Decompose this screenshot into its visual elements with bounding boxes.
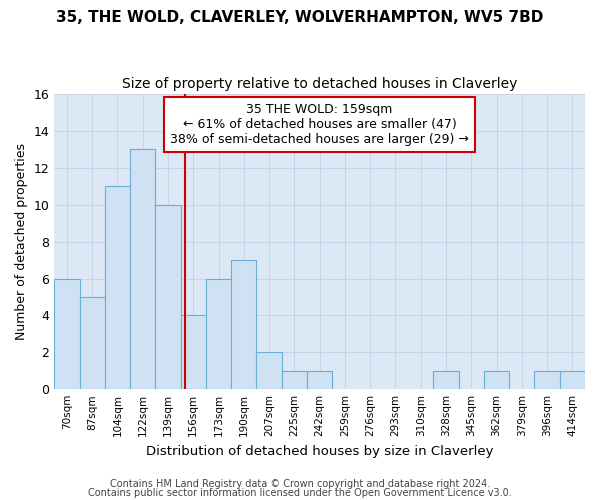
Text: 35 THE WOLD: 159sqm
← 61% of detached houses are smaller (47)
38% of semi-detach: 35 THE WOLD: 159sqm ← 61% of detached ho…: [170, 103, 469, 146]
Bar: [155, 204, 181, 389]
Bar: [206, 278, 231, 389]
Y-axis label: Number of detached properties: Number of detached properties: [15, 143, 28, 340]
Bar: [256, 352, 282, 389]
Bar: [130, 150, 155, 389]
Bar: [54, 278, 80, 389]
Bar: [535, 370, 560, 389]
Bar: [484, 370, 509, 389]
Text: 35, THE WOLD, CLAVERLEY, WOLVERHAMPTON, WV5 7BD: 35, THE WOLD, CLAVERLEY, WOLVERHAMPTON, …: [56, 10, 544, 25]
Bar: [105, 186, 130, 389]
Bar: [282, 370, 307, 389]
Bar: [80, 297, 105, 389]
X-axis label: Distribution of detached houses by size in Claverley: Distribution of detached houses by size …: [146, 444, 493, 458]
Bar: [307, 370, 332, 389]
Bar: [560, 370, 585, 389]
Title: Size of property relative to detached houses in Claverley: Size of property relative to detached ho…: [122, 78, 517, 92]
Bar: [231, 260, 256, 389]
Text: Contains public sector information licensed under the Open Government Licence v3: Contains public sector information licen…: [88, 488, 512, 498]
Bar: [181, 316, 206, 389]
Text: Contains HM Land Registry data © Crown copyright and database right 2024.: Contains HM Land Registry data © Crown c…: [110, 479, 490, 489]
Bar: [433, 370, 458, 389]
